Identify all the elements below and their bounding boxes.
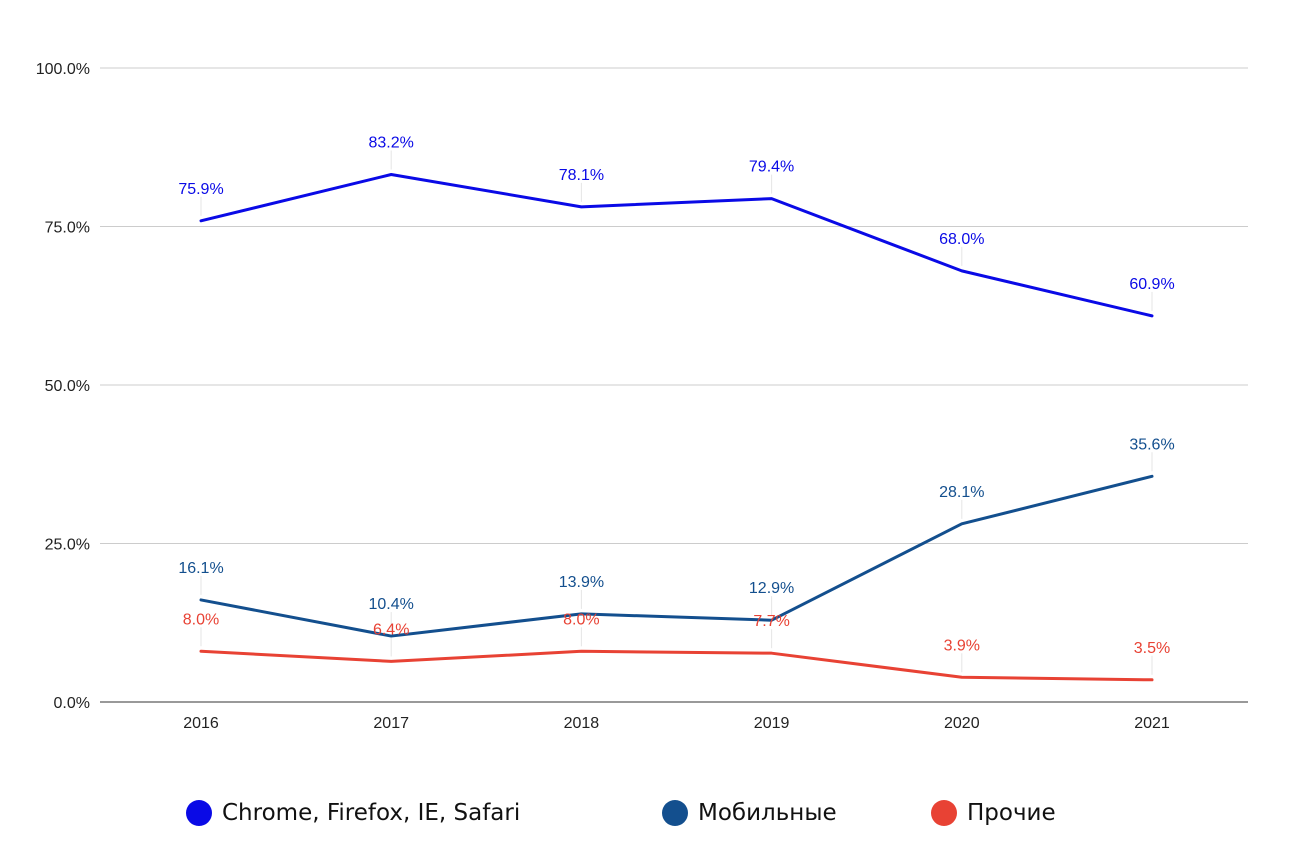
data-label: 12.9% bbox=[749, 580, 794, 597]
legend-label: Мобильные bbox=[698, 800, 837, 826]
data-label: 16.1% bbox=[178, 560, 223, 577]
data-label: 60.9% bbox=[1129, 276, 1174, 293]
data-label: 78.1% bbox=[559, 167, 604, 184]
y-tick-label: 100.0% bbox=[36, 61, 90, 78]
line-chart: 0.0% 25.0% 50.0% 75.0% 100.0% 2016 2017 2018 201… bbox=[36, 61, 1248, 732]
y-tick-label: 0.0% bbox=[54, 695, 90, 712]
data-label: 13.9% bbox=[559, 574, 604, 591]
legend-label: Прочие bbox=[967, 800, 1056, 826]
legend-item-other[interactable]: Прочие bbox=[931, 795, 1056, 831]
data-label: 8.0% bbox=[563, 611, 599, 628]
data-labels: 75.9% 83.2% 78.1% 79.4% 68.0% 60.9% 16.1% 10.4%… bbox=[178, 135, 1175, 675]
legend-label: Chrome, Firefox, IE, Safari bbox=[222, 800, 521, 826]
data-label: 75.9% bbox=[178, 181, 223, 198]
data-label: 3.9% bbox=[944, 637, 980, 654]
x-tick-label: 2021 bbox=[1134, 715, 1170, 732]
data-label: 28.1% bbox=[939, 484, 984, 501]
data-label: 83.2% bbox=[369, 135, 414, 152]
data-label: 8.0% bbox=[183, 611, 219, 628]
legend-item-desktop[interactable]: Chrome, Firefox, IE, Safari bbox=[186, 795, 520, 831]
series-line bbox=[199, 649, 1154, 682]
y-tick-label: 50.0% bbox=[45, 378, 90, 395]
legend: Chrome, Firefox, IE, Safari Мобильные Пр… bbox=[0, 795, 1315, 831]
legend-item-mobile[interactable]: Мобильные bbox=[662, 795, 837, 831]
series-line bbox=[199, 173, 1154, 318]
data-label: 79.4% bbox=[749, 159, 794, 176]
data-label: 68.0% bbox=[939, 231, 984, 248]
legend-dot-icon bbox=[662, 800, 688, 826]
legend-dot-icon bbox=[186, 800, 212, 826]
x-tick-label: 2019 bbox=[754, 715, 790, 732]
series-line bbox=[199, 474, 1154, 638]
series-lines bbox=[199, 173, 1154, 682]
data-label: 6.4% bbox=[373, 621, 409, 638]
x-tick-label: 2018 bbox=[564, 715, 600, 732]
data-label: 10.4% bbox=[369, 596, 414, 613]
grid-lines bbox=[100, 67, 1248, 703]
x-tick-label: 2017 bbox=[373, 715, 409, 732]
axis-tick-labels: 0.0% 25.0% 50.0% 75.0% 100.0% 2016 2017 2018 201… bbox=[36, 61, 1170, 732]
legend-dot-icon bbox=[931, 800, 957, 826]
data-label: 35.6% bbox=[1129, 436, 1174, 453]
x-tick-label: 2016 bbox=[183, 715, 219, 732]
y-tick-label: 75.0% bbox=[45, 220, 90, 237]
data-label: 7.7% bbox=[753, 613, 789, 630]
y-tick-label: 25.0% bbox=[45, 537, 90, 554]
x-tick-label: 2020 bbox=[944, 715, 980, 732]
data-label: 3.5% bbox=[1134, 640, 1170, 657]
